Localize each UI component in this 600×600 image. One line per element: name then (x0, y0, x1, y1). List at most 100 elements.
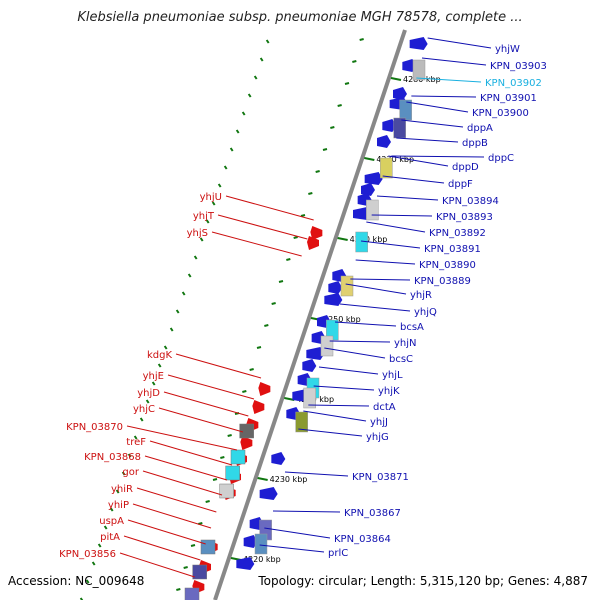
right-gene-label: yhjN (394, 338, 417, 349)
outer-track-dash (115, 489, 120, 494)
inner-track-dash (212, 478, 218, 481)
right-leader-line (396, 137, 459, 143)
right-gene-label: yhjL (382, 370, 403, 381)
gene-box (219, 483, 234, 499)
outer-track-dash (127, 453, 132, 458)
right-gene-label: yhjG (366, 432, 389, 443)
forward-gene (259, 487, 278, 500)
right-gene-label: KPN_03867 (344, 508, 401, 519)
chromosome-backbone (213, 29, 407, 600)
right-gene-label: bcsA (400, 322, 424, 333)
tick-label: 4260 kbp (350, 235, 388, 244)
outer-track-dash (139, 417, 144, 422)
left-gene-label: yhjT (193, 211, 215, 222)
left-leader-line (217, 214, 308, 240)
outer-track-dash (133, 435, 138, 440)
right-gene-label: dppB (462, 138, 488, 149)
forward-gene (409, 37, 428, 50)
tick-label: 4220 kbp (243, 555, 281, 564)
outer-track-dash (97, 543, 102, 548)
tick-mark (364, 157, 375, 161)
right-gene-label: yhjW (495, 44, 520, 55)
left-gene-label: yhjE (143, 371, 164, 382)
left-gene-label: uspA (99, 516, 124, 527)
right-leader-line (334, 321, 397, 327)
reverse-gene (307, 236, 319, 250)
gene-box (239, 423, 254, 439)
inner-track-dash (227, 434, 232, 437)
right-leader-line (411, 95, 477, 98)
left-leader-line (123, 535, 201, 561)
right-leader-line (324, 347, 386, 359)
right-leader-line (318, 366, 379, 375)
forward-gene (302, 359, 317, 372)
gene-box (320, 335, 334, 357)
left-leader-line (144, 455, 228, 481)
right-gene-label: dppA (467, 123, 493, 134)
right-gene-label: dctA (373, 402, 396, 413)
right-gene-label: KPN_03901 (480, 93, 537, 104)
inner-track-dash (183, 566, 188, 569)
inner-track-dash (242, 390, 247, 393)
inner-track-dash (278, 280, 284, 283)
right-gene-label: KPN_03892 (429, 228, 486, 239)
forward-gene (243, 535, 258, 548)
inner-track-dash (220, 456, 225, 459)
right-leader-line (298, 428, 363, 437)
right-gene-label: KPN_03864 (334, 534, 391, 545)
right-leader-line (360, 240, 421, 249)
right-gene-label: KPN_03871 (352, 472, 409, 483)
tick-label: 4270 kbp (376, 155, 414, 164)
right-gene-label: yhjQ (414, 307, 437, 318)
outer-track-dash (163, 345, 168, 350)
inner-track-dash (344, 82, 350, 85)
topology-text: Topology: circular; Length: 5,315,120 bp… (258, 574, 588, 588)
gene-box (254, 533, 268, 555)
right-gene-label: dppD (452, 162, 479, 173)
inner-track-dash (359, 38, 364, 41)
right-leader-line (376, 195, 439, 201)
outer-track-dash (145, 399, 150, 404)
right-leader-line (366, 221, 426, 233)
inner-track-dash (264, 324, 269, 327)
right-leader-line (345, 283, 407, 295)
left-leader-line (132, 503, 212, 529)
right-leader-line (355, 259, 416, 265)
outer-track-dash (199, 237, 204, 242)
inner-track-dash (315, 170, 320, 173)
right-leader-line (284, 471, 349, 477)
inner-track-dash (330, 126, 335, 129)
left-gene-label: yhiR (111, 484, 133, 495)
inner-track-dash (190, 544, 196, 547)
outer-track-dash (247, 93, 252, 98)
left-gene-label: yhjU (200, 192, 222, 203)
gene-box (412, 59, 426, 81)
tick-mark (257, 477, 268, 481)
outer-track-dash (109, 507, 114, 512)
inner-track-dash (176, 588, 181, 591)
left-leader-line (211, 231, 302, 257)
outer-track-dash (217, 183, 222, 188)
gene-box (192, 564, 207, 580)
left-gene-label: kdgK (147, 350, 172, 361)
outer-track-dash (223, 165, 228, 170)
gene-box (225, 465, 240, 481)
outer-track-dash (103, 525, 108, 530)
forward-gene (364, 172, 383, 185)
outer-track-dash (229, 147, 234, 152)
gene-box (230, 449, 246, 465)
inner-track-dash (271, 302, 276, 305)
reverse-gene (252, 400, 265, 414)
left-gene-label: yhjS (187, 228, 208, 239)
left-leader-line (158, 407, 244, 433)
forward-gene (382, 119, 397, 132)
left-gene-label: KPN_03868 (84, 452, 141, 463)
inner-track-dash (337, 104, 342, 107)
outer-track-dash (121, 471, 126, 476)
outer-track-dash (265, 39, 270, 44)
right-leader-line (339, 303, 411, 312)
left-gene-label: KPN_03870 (66, 422, 123, 433)
right-leader-line (416, 77, 482, 83)
left-gene-label: treF (126, 437, 146, 448)
